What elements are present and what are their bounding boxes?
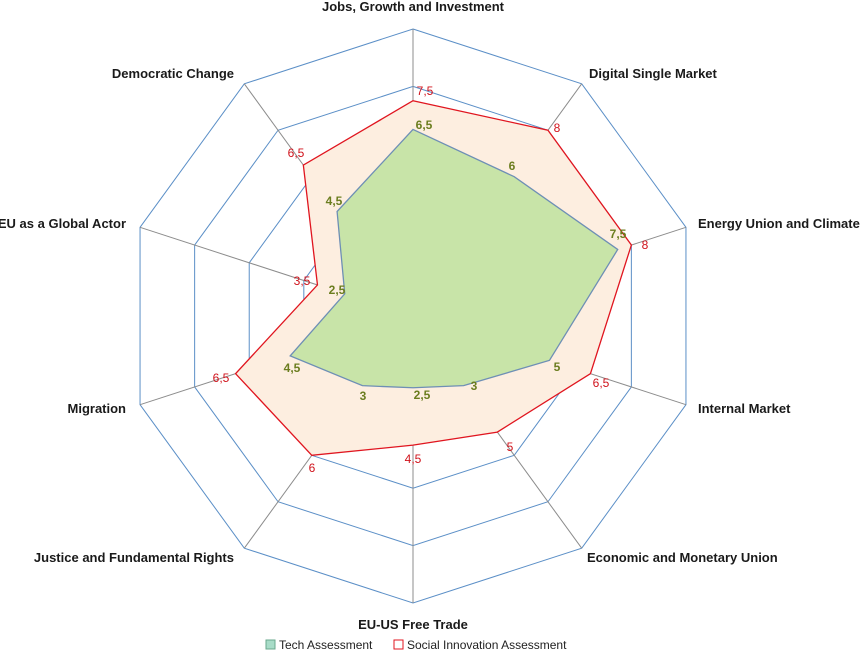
axis-label: Jobs, Growth and Investment xyxy=(322,0,505,14)
social-value-label: 8 xyxy=(642,238,649,252)
legend-label-social: Social Innovation Assessment xyxy=(407,638,567,652)
tech-value-label: 6,5 xyxy=(416,118,433,132)
tech-value-label: 6 xyxy=(509,159,516,173)
social-value-label: 6,5 xyxy=(213,371,230,385)
legend: Tech Assessment Social Innovation Assess… xyxy=(265,638,567,652)
social-value-label: 6,5 xyxy=(593,376,610,390)
axis-label: Digital Single Market xyxy=(589,66,718,81)
axis-label: Justice and Fundamental Rights xyxy=(34,550,234,565)
tech-value-label: 2,5 xyxy=(329,283,346,297)
axis-label: Migration xyxy=(68,401,127,416)
tech-value-label: 3 xyxy=(360,389,367,403)
axis-label: EU as a Global Actor xyxy=(0,216,126,231)
social-value-label: 7,5 xyxy=(417,84,434,98)
axis-label: Internal Market xyxy=(698,401,791,416)
series-layer xyxy=(234,100,633,456)
tech-value-label: 4,5 xyxy=(326,194,343,208)
social-value-label: 6 xyxy=(309,461,316,475)
axis-label: Energy Union and Climate xyxy=(698,216,860,231)
social-value-label: 6,5 xyxy=(288,146,305,160)
axis-label: EU-US Free Trade xyxy=(358,617,468,632)
axis-label: Democratic Change xyxy=(112,66,234,81)
legend-swatch-social xyxy=(393,639,404,650)
social-value-label: 4,5 xyxy=(405,452,422,466)
axis-labels: Jobs, Growth and Investment Digital Singl… xyxy=(0,0,860,632)
tech-value-label: 7,5 xyxy=(610,227,627,241)
tech-value-label: 3 xyxy=(471,379,478,393)
legend-label-tech: Tech Assessment xyxy=(279,638,373,652)
tech-value-label: 2,5 xyxy=(414,388,431,402)
social-value-label: 5 xyxy=(507,440,514,454)
tech-value-label: 5 xyxy=(554,360,561,374)
social-value-label: 8 xyxy=(554,121,561,135)
series-tech-assessment-area xyxy=(289,128,619,389)
tech-value-label: 4,5 xyxy=(284,361,301,375)
legend-swatch-tech xyxy=(265,639,276,650)
axis-label: Economic and Monetary Union xyxy=(587,550,778,565)
value-labels: 6,5 6 7,5 5 3 2,5 3 4,5 2,5 4,5 7,5 8 8 6,5 5 4,5 6 6,5 3,… xyxy=(213,84,649,475)
social-value-label: 3,5 xyxy=(294,274,311,288)
